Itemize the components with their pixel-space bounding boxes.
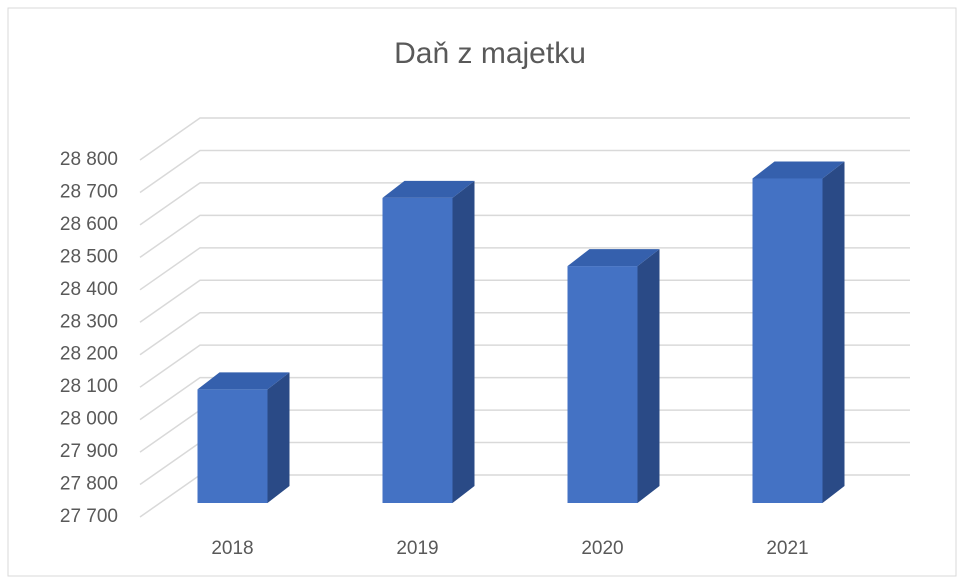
bar-side [637, 249, 660, 503]
x-tick-label: 2019 [396, 538, 438, 559]
y-tick-label: 28 000 [60, 409, 118, 430]
y-tick-label: 27 800 [60, 474, 118, 495]
bar [567, 266, 638, 503]
grid-line [139, 311, 910, 356]
chart-title: Daň z majetku [394, 37, 586, 70]
grid-line [139, 279, 910, 323]
bar-side [822, 161, 845, 504]
x-tick-label: 2021 [766, 538, 808, 559]
grid-line [139, 182, 910, 226]
y-tick-label: 27 700 [60, 506, 118, 527]
bar-top [567, 249, 660, 267]
y-tick-label: 28 800 [60, 149, 118, 170]
grid-line [139, 149, 910, 194]
y-tick-label: 28 200 [60, 344, 118, 365]
bar-side [267, 372, 290, 503]
x-tick-label: 2018 [211, 538, 253, 559]
grid-line [139, 247, 910, 291]
bar [752, 178, 823, 504]
bar-side [452, 180, 475, 503]
bar [382, 197, 453, 503]
y-tick-label: 27 900 [60, 441, 118, 462]
grid-line [139, 214, 910, 258]
grid-line [139, 376, 910, 421]
grid-line [139, 344, 910, 388]
y-tick-label: 28 400 [60, 279, 118, 300]
y-tick-label: 28 700 [60, 181, 118, 202]
bar-top [197, 372, 290, 390]
y-tick-label: 28 100 [60, 376, 118, 397]
bar-top [382, 180, 475, 198]
y-tick-label: 28 500 [60, 246, 118, 267]
x-tick-label: 2020 [581, 538, 623, 559]
bar-top [752, 161, 845, 179]
y-tick-label: 28 300 [60, 311, 118, 332]
bar [197, 389, 268, 503]
grid-line [139, 117, 910, 161]
y-tick-label: 28 600 [60, 214, 118, 235]
